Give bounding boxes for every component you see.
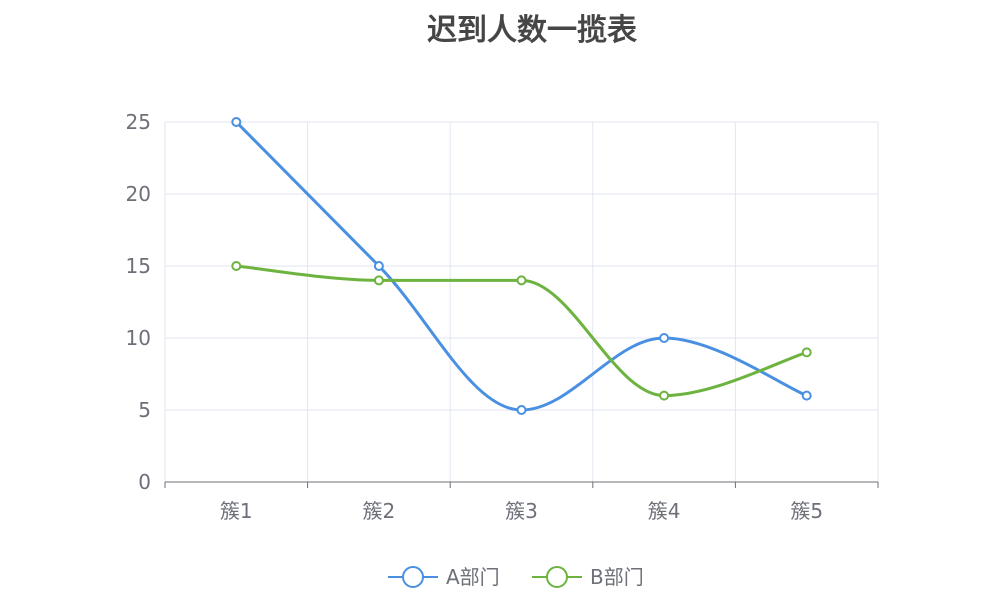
y-tick-label: 15 <box>126 254 151 278</box>
legend-marker <box>402 566 424 588</box>
y-tick-label: 0 <box>138 470 151 494</box>
x-tick-label: 簇5 <box>790 499 823 523</box>
x-tick-label: 簇3 <box>505 499 538 523</box>
legend-item: B部门 <box>532 565 644 589</box>
chart-title: 迟到人数一揽表 <box>427 13 637 48</box>
y-tick-label: 5 <box>138 398 151 422</box>
legend: A部门 B部门 <box>388 565 644 589</box>
data-point <box>516 405 527 415</box>
data-point <box>373 275 384 286</box>
data-point <box>231 117 242 127</box>
y-tick-label: 20 <box>126 182 151 206</box>
x-tick-label: 簇2 <box>363 499 396 523</box>
data-point <box>516 275 527 286</box>
series-layer <box>231 117 812 415</box>
data-point <box>659 390 670 401</box>
grid <box>164 121 879 482</box>
y-tick-label: 25 <box>126 110 151 134</box>
x-tick-label: 簇1 <box>220 499 253 523</box>
data-point <box>801 390 812 401</box>
y-tick-label: 10 <box>126 326 151 350</box>
axes: 0 5 10 15 20 25 簇1 簇2 簇3 簇4 簇5 <box>126 110 879 523</box>
x-tick-label: 簇4 <box>648 499 681 523</box>
series-line-a <box>235 120 808 412</box>
legend-label: B部门 <box>590 565 644 589</box>
series-line-b <box>236 264 808 398</box>
legend-marker <box>546 566 568 588</box>
data-point <box>659 333 670 343</box>
data-point <box>231 261 242 271</box>
data-point <box>801 347 812 358</box>
data-point <box>373 261 384 271</box>
legend-item: A部门 <box>388 565 500 589</box>
legend-label: A部门 <box>446 565 500 589</box>
